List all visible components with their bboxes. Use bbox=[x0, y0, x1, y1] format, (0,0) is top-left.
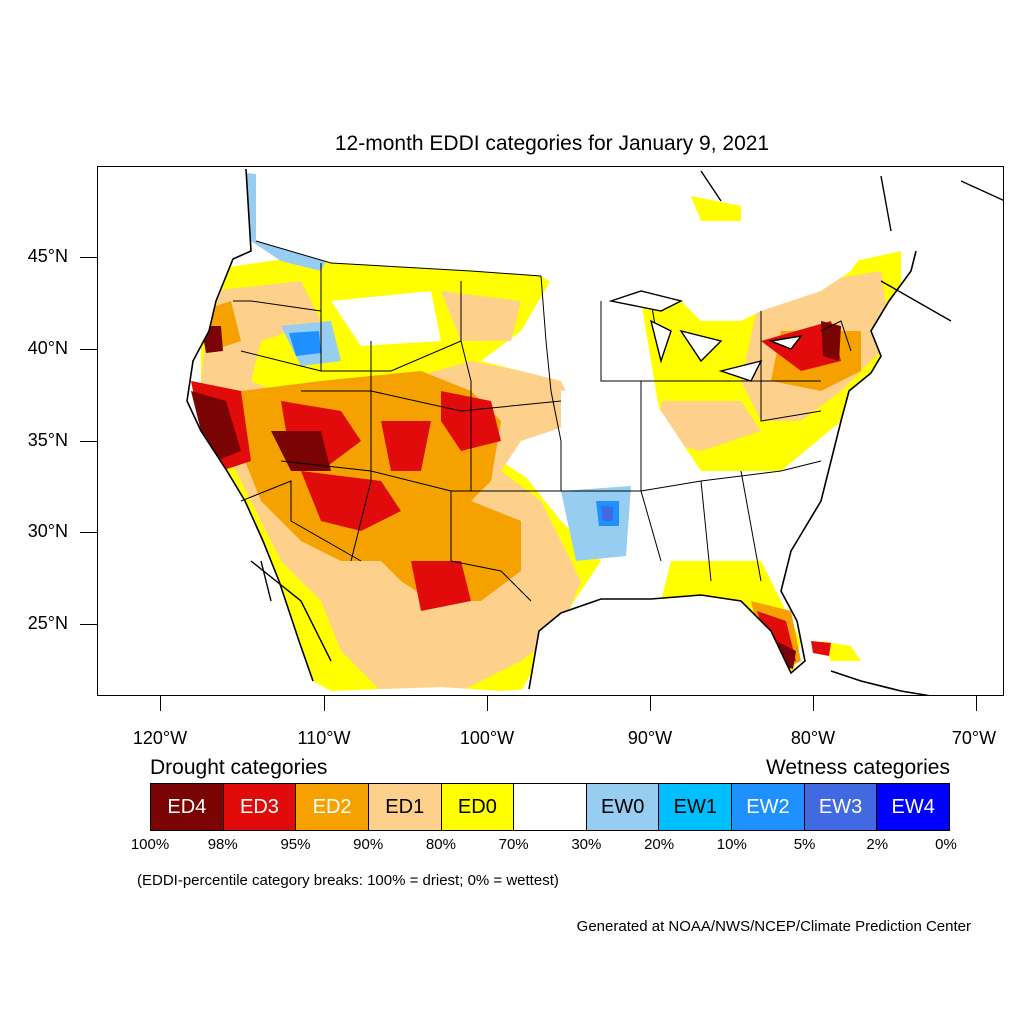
ew2-region-northwest bbox=[281, 201, 319, 241]
ed4-region-newengland bbox=[821, 321, 841, 361]
ed0-region-ontario bbox=[691, 196, 741, 221]
lon-tick bbox=[976, 696, 977, 711]
baja-coast bbox=[250, 560, 332, 662]
lon-label-70w: 70°W bbox=[951, 728, 997, 748]
legend-swatch-ed1: ED1 bbox=[368, 784, 442, 830]
ed1-region-ohio bbox=[661, 401, 761, 451]
lon-label-80w: 80°W bbox=[790, 728, 836, 748]
legend-break-label: 100% bbox=[130, 836, 170, 853]
lon-label-110w: 110°W bbox=[297, 728, 351, 748]
lon-label-100w: 100°W bbox=[459, 728, 515, 748]
ew3-region-northwest bbox=[291, 213, 306, 229]
legend-swatch-normal bbox=[514, 784, 587, 830]
cuba-coast bbox=[830, 670, 930, 695]
drought-categories-heading: Drought categories bbox=[150, 756, 328, 779]
legend-swatch-ew0: EW0 bbox=[586, 784, 660, 830]
lat-label-35: 35°N bbox=[27, 430, 68, 450]
lat-label-40: 40°N bbox=[27, 338, 68, 358]
lake-superior bbox=[608, 290, 684, 312]
map-title: 12-month EDDI categories for January 9, … bbox=[334, 132, 770, 155]
legend-break-label: 98% bbox=[207, 836, 238, 853]
ed3-region-arizona bbox=[301, 471, 401, 531]
legend-swatch-ew3: EW3 bbox=[804, 784, 878, 830]
lon-tick bbox=[650, 696, 651, 711]
ew1-region-northwest bbox=[261, 186, 331, 251]
normal-region-midwest bbox=[541, 291, 651, 381]
lat-label-45: 45°N bbox=[27, 246, 68, 266]
ed4-region-california bbox=[191, 391, 241, 461]
legend-break-label: 0% bbox=[935, 836, 957, 853]
category-note: (EDDI-percentile category breaks: 100% =… bbox=[137, 872, 559, 889]
lon-tick bbox=[813, 696, 814, 711]
lon-label-90w: 90°W bbox=[627, 728, 673, 748]
legend-colorbar: ED4 ED3 ED2 ED1 ED0 EW0 EW1 EW2 EW3 EW4 bbox=[150, 783, 950, 831]
lat-tick bbox=[80, 532, 97, 533]
ed4-region-nevada bbox=[271, 431, 331, 471]
legend-swatch-ed4: ED4 bbox=[151, 784, 224, 830]
legend-break-label: 70% bbox=[498, 836, 529, 853]
lon-label-120w: 120°W bbox=[132, 728, 188, 748]
legend-swatch-ew2: EW2 bbox=[732, 784, 805, 830]
legend-swatch-ew4: EW4 bbox=[877, 784, 950, 830]
legend-break-label: 5% bbox=[793, 836, 816, 853]
lat-tick bbox=[80, 624, 97, 625]
legend-break-label: 2% bbox=[866, 836, 889, 853]
legend-break-label: 90% bbox=[353, 836, 384, 853]
drought-overlay bbox=[191, 173, 901, 691]
lon-tick bbox=[487, 696, 488, 711]
legend-swatch-ed3: ED3 bbox=[223, 784, 297, 830]
wetness-categories-heading: Wetness categories bbox=[765, 756, 950, 779]
lat-label-30: 30°N bbox=[27, 521, 68, 541]
legend-swatch-ed2: ED2 bbox=[296, 784, 369, 830]
lat-tick bbox=[80, 349, 97, 350]
ew2-region-idaho bbox=[289, 331, 321, 356]
normal-region-wyoming bbox=[331, 291, 441, 346]
lat-tick bbox=[80, 257, 97, 258]
legend-break-label: 30% bbox=[571, 836, 602, 853]
map-frame bbox=[97, 166, 1004, 696]
legend-break-label: 80% bbox=[425, 836, 456, 853]
ed3-region-texas bbox=[411, 561, 471, 611]
legend-break-label: 95% bbox=[280, 836, 311, 853]
state-boundaries bbox=[233, 240, 852, 602]
lon-tick bbox=[160, 696, 161, 711]
canada-coast bbox=[700, 170, 1003, 322]
ew3-region-arkansas bbox=[601, 506, 613, 521]
legend-swatch-ew1: EW1 bbox=[659, 784, 733, 830]
legend-swatch-ed0: ED0 bbox=[441, 784, 515, 830]
eddi-map bbox=[186, 168, 1003, 695]
ed3-region-fourcorners bbox=[381, 421, 431, 471]
lat-label-25: 25°N bbox=[27, 613, 68, 633]
lon-tick bbox=[324, 696, 325, 711]
ed0-region-bahamas bbox=[821, 641, 861, 661]
legend-break-label: 10% bbox=[716, 836, 747, 853]
coastline bbox=[186, 168, 917, 690]
ed3-region-northeast bbox=[761, 321, 841, 371]
ed3-region-bahamas bbox=[811, 641, 831, 656]
lat-tick bbox=[80, 441, 97, 442]
great-lakes bbox=[649, 319, 803, 382]
credit-line: Generated at NOAA/NWS/NCEP/Climate Predi… bbox=[576, 918, 971, 935]
legend-break-label: 20% bbox=[644, 836, 675, 853]
